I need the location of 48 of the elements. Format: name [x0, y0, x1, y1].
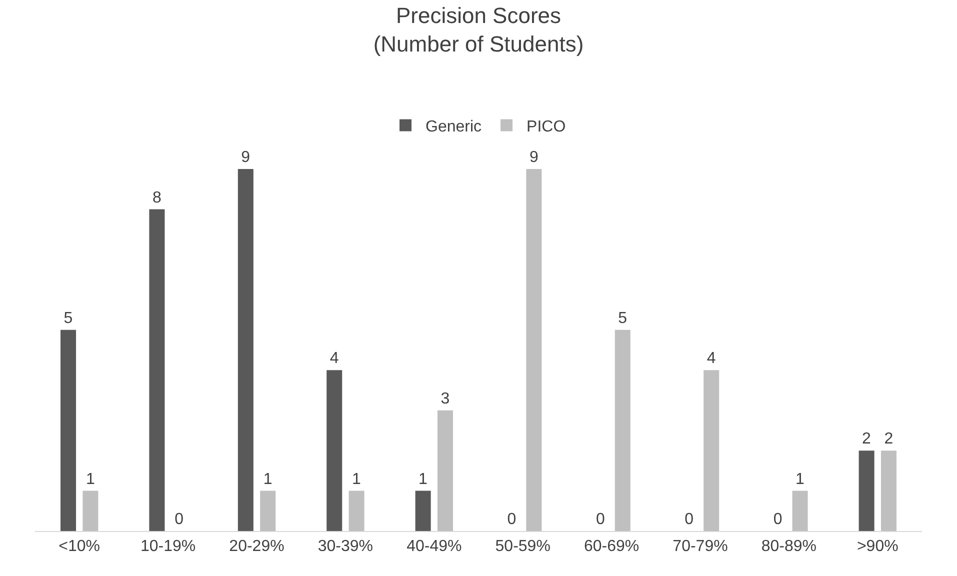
data-label: 5 [618, 310, 628, 327]
x-tick-label: 20-29% [229, 538, 284, 556]
chart-title: Precision Scores (Number of Students) [373, 3, 584, 57]
data-label: 1 [263, 470, 272, 488]
bar [792, 490, 808, 531]
data-label: 5 [64, 310, 73, 327]
data-label: 1 [352, 470, 362, 488]
data-label: 1 [796, 470, 805, 488]
bar [260, 490, 276, 531]
data-label: 3 [440, 390, 450, 408]
data-label: 1 [418, 470, 428, 488]
legend-label: Generic [426, 118, 482, 136]
x-tick-label: 70-79% [672, 538, 728, 556]
data-label: 4 [706, 350, 716, 368]
bar [415, 490, 431, 531]
x-tick-label: 30-39% [318, 538, 374, 556]
data-label: 9 [241, 149, 250, 166]
data-label: 8 [152, 189, 162, 206]
data-label: 2 [862, 430, 872, 448]
bar [526, 169, 542, 531]
bar [858, 450, 874, 531]
bar [880, 450, 896, 531]
bar [348, 490, 364, 531]
data-label: 0 [507, 511, 516, 528]
data-label: 2 [884, 430, 894, 448]
data-label: 0 [773, 511, 782, 528]
data-label: 1 [86, 470, 95, 488]
x-tick-label: 50-59% [495, 538, 550, 556]
data-label: 0 [684, 511, 694, 528]
data-label: 4 [330, 350, 339, 368]
x-tick-label: 40-49% [406, 538, 462, 556]
x-tick-label: <10% [58, 538, 100, 556]
x-tick-label: >90% [856, 538, 898, 556]
bar [704, 370, 720, 531]
bar [82, 490, 98, 531]
data-label: 0 [596, 511, 605, 528]
bar [149, 209, 165, 531]
bar [238, 169, 254, 531]
legend-label: PICO [526, 118, 566, 136]
x-tick-label: 60-69% [584, 538, 640, 556]
data-label: 9 [529, 149, 538, 166]
bar [614, 330, 630, 531]
data-label: 0 [174, 511, 184, 528]
bar [326, 370, 342, 531]
bar [60, 330, 76, 531]
x-tick-label: 80-89% [761, 538, 817, 556]
x-tick-label: 10-19% [140, 538, 196, 556]
bar [437, 410, 453, 531]
